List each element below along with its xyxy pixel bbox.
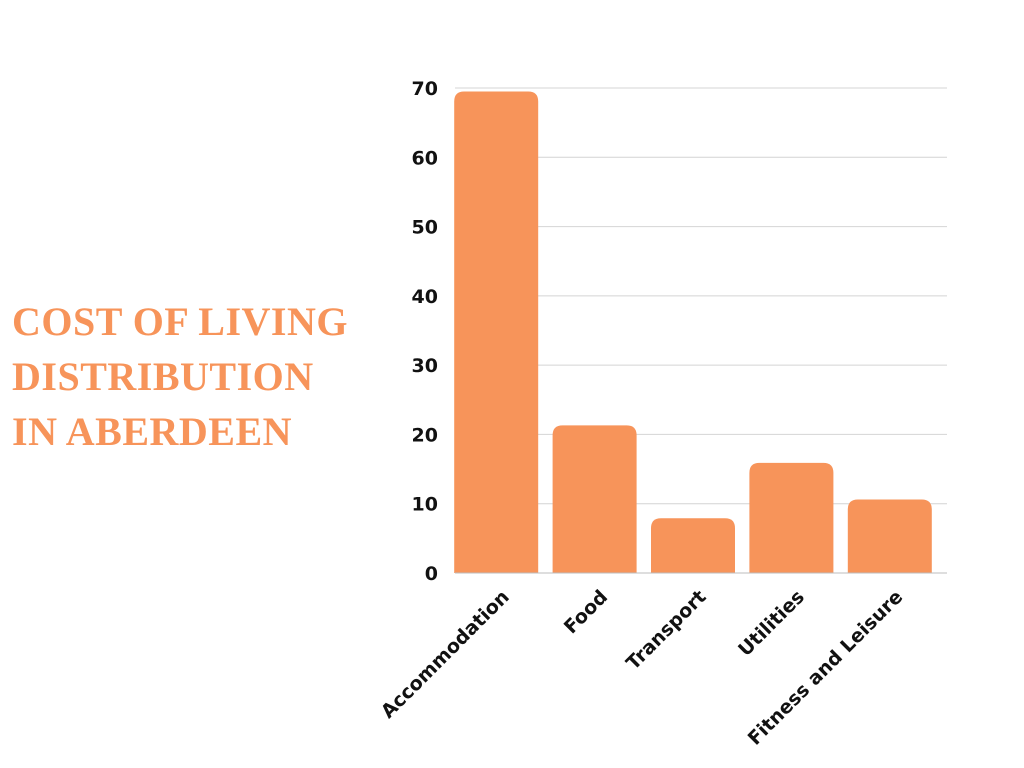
y-tick-label: 70 (412, 78, 438, 100)
y-tick-label: 10 (412, 494, 438, 516)
chart-title: COST OF LIVING DISTRIBUTION IN ABERDEEN (12, 294, 392, 459)
chart-title-line: COST OF LIVING (12, 299, 348, 344)
y-tick-label: 40 (412, 286, 438, 308)
y-tick-label: 0 (425, 563, 438, 585)
y-tick-label: 60 (412, 147, 438, 169)
bar (847, 499, 932, 573)
x-tick-label: Utilities (734, 586, 809, 661)
bar (749, 462, 834, 573)
x-tick-label: Food (560, 586, 612, 638)
chart-title-line: DISTRIBUTION (12, 354, 314, 399)
x-tick-label: Transport (622, 586, 710, 674)
chart-title-line: IN ABERDEEN (12, 409, 293, 454)
y-tick-label: 20 (412, 424, 438, 446)
bar (454, 91, 539, 573)
bar (552, 425, 637, 573)
bar (651, 518, 735, 573)
y-tick-label: 30 (412, 355, 438, 377)
x-tick-label: Accommodation (377, 586, 514, 723)
y-tick-label: 50 (412, 217, 438, 239)
